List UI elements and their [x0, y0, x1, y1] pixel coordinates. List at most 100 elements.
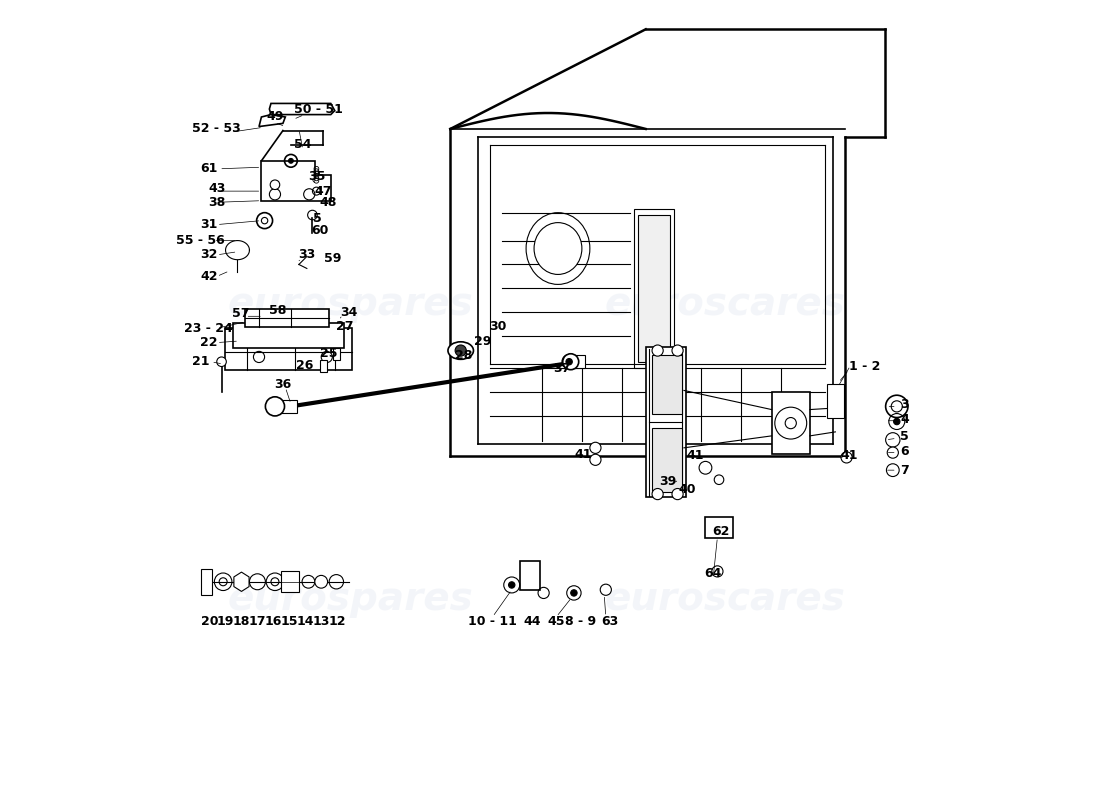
Bar: [224, 328, 352, 370]
Bar: [201, 569, 212, 594]
Circle shape: [455, 345, 466, 356]
Text: 44: 44: [524, 615, 541, 628]
Text: 31: 31: [200, 218, 218, 231]
Circle shape: [652, 345, 663, 356]
Text: euroscares: euroscares: [605, 580, 846, 618]
Text: 55 - 56: 55 - 56: [176, 234, 226, 247]
Text: 26: 26: [296, 359, 314, 372]
Circle shape: [571, 590, 578, 596]
Text: 37: 37: [553, 362, 571, 374]
Circle shape: [563, 354, 579, 370]
Ellipse shape: [535, 222, 582, 274]
Text: 43: 43: [208, 182, 226, 195]
Bar: [245, 309, 329, 326]
Bar: [333, 348, 340, 360]
Circle shape: [842, 452, 852, 463]
Polygon shape: [258, 114, 285, 126]
Text: 4: 4: [901, 413, 909, 426]
Circle shape: [508, 582, 515, 588]
Circle shape: [217, 357, 227, 366]
Text: 30: 30: [490, 320, 507, 333]
Text: 17: 17: [249, 615, 266, 628]
Text: 42: 42: [200, 270, 218, 283]
Circle shape: [888, 447, 899, 458]
Bar: [826, 384, 844, 418]
Text: 23 - 24: 23 - 24: [185, 322, 233, 334]
Text: 8 - 9: 8 - 9: [564, 615, 596, 628]
Text: eurospares: eurospares: [228, 286, 474, 323]
Text: 14: 14: [297, 615, 313, 628]
Text: 12: 12: [329, 615, 345, 628]
Polygon shape: [234, 572, 249, 591]
Text: 25: 25: [320, 347, 337, 360]
Text: 61: 61: [200, 162, 218, 175]
Text: 19: 19: [217, 615, 234, 628]
Circle shape: [652, 489, 663, 500]
Text: 28: 28: [455, 349, 473, 362]
Circle shape: [265, 397, 285, 416]
Text: 41: 41: [574, 448, 592, 461]
Circle shape: [893, 418, 900, 425]
Text: 18: 18: [233, 615, 250, 628]
Text: 13: 13: [312, 615, 330, 628]
Bar: [571, 355, 585, 368]
Circle shape: [590, 442, 601, 454]
Text: 20: 20: [201, 615, 218, 628]
Text: 38: 38: [208, 196, 226, 209]
Bar: [652, 354, 682, 414]
Text: 41: 41: [686, 450, 704, 462]
Text: 3: 3: [901, 398, 909, 411]
Text: 21: 21: [192, 355, 210, 368]
Circle shape: [315, 575, 328, 588]
Circle shape: [672, 345, 683, 356]
Text: 5: 5: [901, 430, 909, 443]
Text: 49: 49: [266, 110, 284, 123]
Text: 34: 34: [340, 306, 358, 319]
Bar: [638, 215, 670, 362]
Text: 16: 16: [265, 615, 282, 628]
Text: 54: 54: [294, 138, 311, 151]
Text: 41: 41: [840, 450, 858, 462]
Bar: [275, 400, 297, 413]
Bar: [282, 571, 299, 592]
Text: 36: 36: [274, 378, 292, 390]
Text: 27: 27: [336, 320, 353, 333]
Bar: [320, 360, 327, 372]
Text: euroscares: euroscares: [605, 286, 846, 323]
Text: 5: 5: [312, 212, 321, 225]
Bar: [519, 561, 540, 590]
Text: 22: 22: [200, 336, 218, 349]
Text: 47: 47: [314, 185, 331, 198]
Bar: [233, 322, 344, 348]
Text: 39: 39: [659, 475, 676, 488]
Circle shape: [271, 180, 279, 190]
Polygon shape: [270, 103, 334, 114]
Text: 59: 59: [324, 251, 342, 265]
Text: 35: 35: [308, 170, 326, 183]
Text: 1 - 2: 1 - 2: [849, 360, 881, 373]
Text: 52 - 53: 52 - 53: [192, 122, 241, 135]
Bar: [646, 347, 685, 498]
Text: 33: 33: [298, 249, 316, 262]
Text: eurospares: eurospares: [228, 580, 474, 618]
Text: 50 - 51: 50 - 51: [295, 102, 343, 115]
Text: 29: 29: [473, 334, 491, 347]
Circle shape: [590, 454, 601, 466]
Text: 32: 32: [200, 249, 218, 262]
Text: 48: 48: [320, 196, 337, 209]
Bar: [705, 517, 734, 538]
Text: 60: 60: [311, 225, 329, 238]
Text: 40: 40: [679, 482, 696, 496]
Polygon shape: [262, 161, 331, 201]
Text: 62: 62: [713, 525, 730, 538]
Circle shape: [288, 158, 294, 163]
Ellipse shape: [448, 342, 473, 359]
Text: 57: 57: [232, 307, 250, 321]
Text: 7: 7: [901, 464, 909, 477]
Text: 10 - 11: 10 - 11: [469, 615, 517, 628]
Text: 45: 45: [548, 615, 565, 628]
Bar: [652, 428, 682, 492]
Bar: [771, 392, 810, 454]
Bar: [634, 209, 673, 368]
Text: 64: 64: [705, 567, 722, 580]
